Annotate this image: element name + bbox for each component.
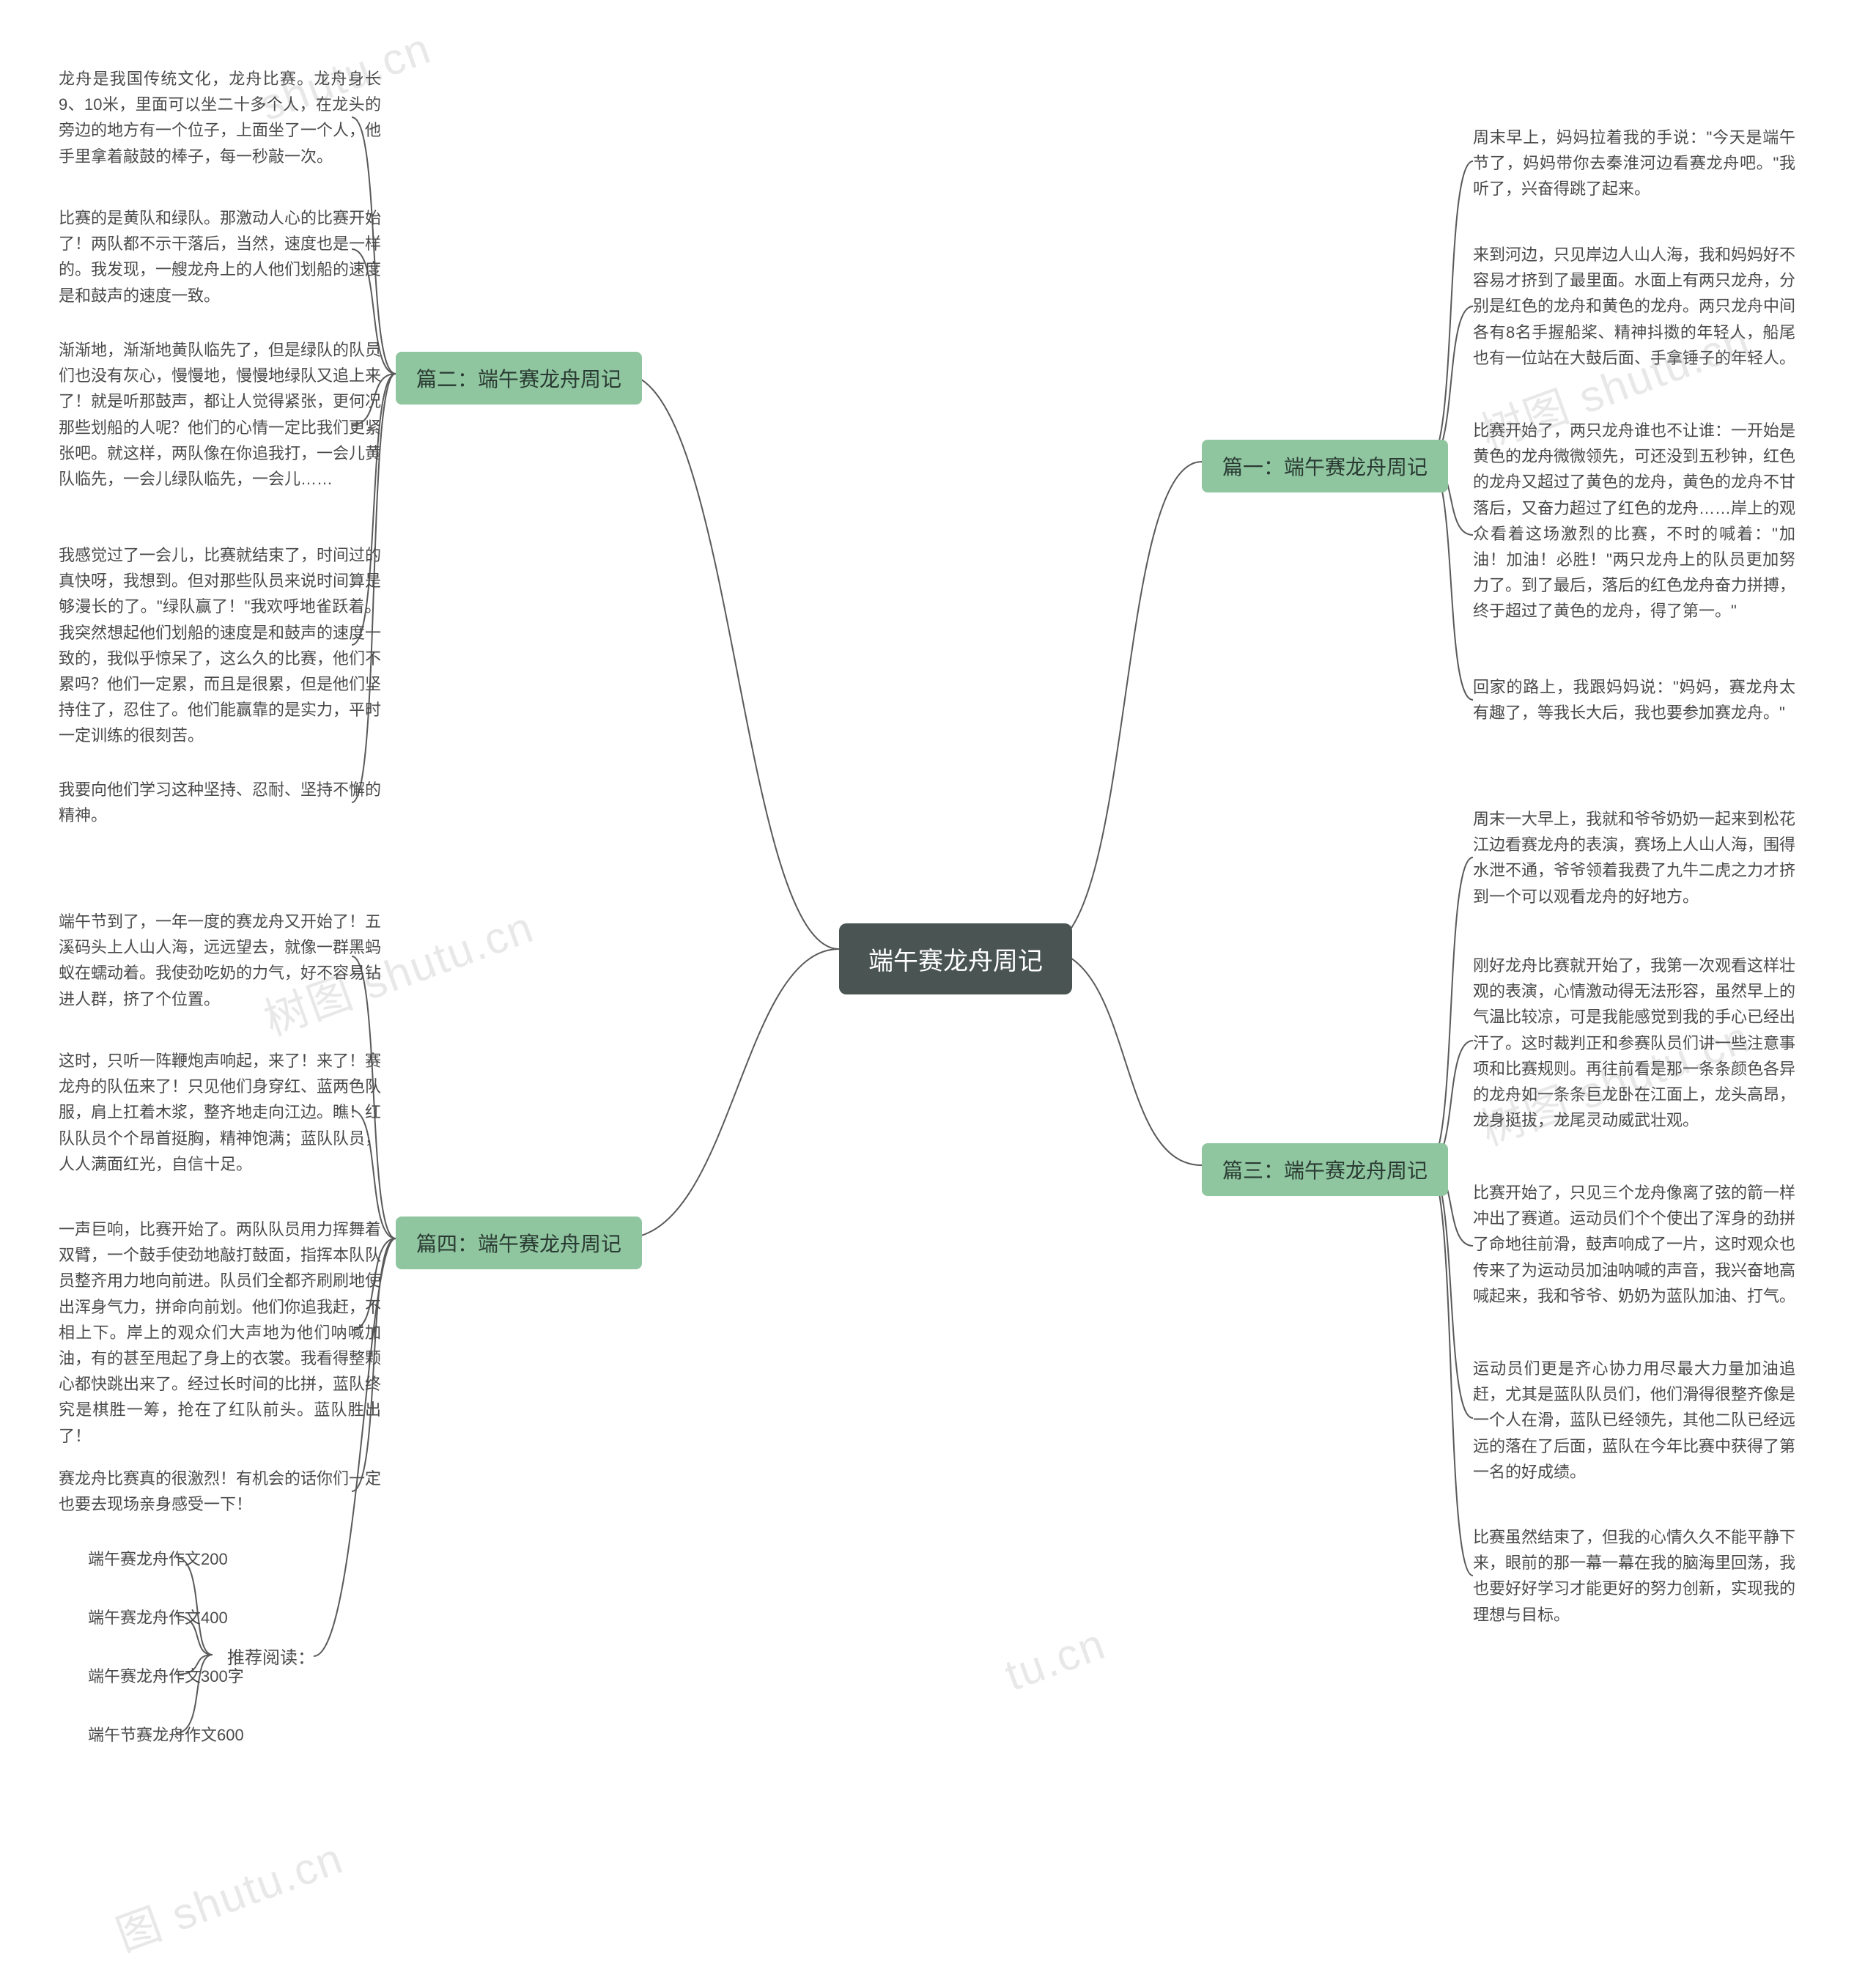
leaf-b5-1[interactable]: 端午赛龙舟作文200 [88, 1546, 228, 1570]
branch-4[interactable]: 篇四：端午赛龙舟周记 [396, 1217, 642, 1269]
leaf-b4-4: 赛龙舟比赛真的很激烈！有机会的话你们一定也要去现场亲身感受一下！ [59, 1466, 381, 1517]
leaf-b4-2: 这时，只听一阵鞭炮声响起，来了！来了！赛龙舟的队伍来了！只见他们身穿红、蓝两色队… [59, 1048, 381, 1177]
leaf-b3-3: 比赛开始了，只见三个龙舟像离了弦的箭一样冲出了赛道。运动员们个个使出了浑身的劲拼… [1473, 1180, 1795, 1309]
branch-1[interactable]: 篇一：端午赛龙舟周记 [1202, 440, 1448, 492]
leaf-b5-4[interactable]: 端午节赛龙舟作文600 [88, 1722, 244, 1746]
leaf-b1-1: 周末早上，妈妈拉着我的手说："今天是端午节了，妈妈带你去秦淮河边看赛龙舟吧。"我… [1473, 125, 1795, 202]
leaf-b3-4: 运动员们更是齐心协力用尽最大力量加油追赶，尤其是蓝队队员们，他们滑得很整齐像是一… [1473, 1356, 1795, 1485]
leaf-b4-1: 端午节到了，一年一度的赛龙舟又开始了！五溪码头上人山人海，远远望去，就像一群黑蚂… [59, 909, 381, 1012]
branch-label: 篇三：端午赛龙舟周记 [1222, 1159, 1428, 1182]
leaf-b2-4: 我感觉过了一会儿，比赛就结束了，时间过的真快呀，我想到。但对那些队员来说时间算是… [59, 542, 381, 749]
leaf-b2-2: 比赛的是黄队和绿队。那激动人心的比赛开始了！两队都不示干落后，当然，速度也是一样… [59, 205, 381, 309]
leaf-b2-5: 我要向他们学习这种坚持、忍耐、坚持不懈的精神。 [59, 777, 381, 828]
branch-2[interactable]: 篇二：端午赛龙舟周记 [396, 352, 642, 405]
leaf-b2-3: 渐渐地，渐渐地黄队临先了，但是绿队的队员们也没有灰心，慢慢地，慢慢地绿队又追上来… [59, 337, 381, 492]
leaf-b1-2: 来到河边，只见岸边人山人海，我和妈妈好不容易才挤到了最里面。水面上有两只龙舟，分… [1473, 242, 1795, 371]
watermark: 图 shutu.cn [106, 1823, 351, 1963]
branch-label: 篇四：端午赛龙舟周记 [416, 1233, 621, 1255]
leaf-b1-4: 回家的路上，我跟妈妈说："妈妈，赛龙舟太有趣了，等我长大后，我也要参加赛龙舟。" [1473, 674, 1795, 726]
branch-label: 篇一：端午赛龙舟周记 [1222, 456, 1428, 479]
leaf-b4-3: 一声巨响，比赛开始了。两队队员用力挥舞着双臂，一个鼓手使劲地敲打鼓面，指挥本队队… [59, 1217, 381, 1449]
center-label: 端午赛龙舟周记 [868, 948, 1043, 975]
leaf-b3-1: 周末一大早上，我就和爷爷奶奶一起来到松花江边看赛龙舟的表演，赛场上人山人海，围得… [1473, 806, 1795, 909]
leaf-b5-2[interactable]: 端午赛龙舟作文400 [88, 1605, 228, 1628]
branch-label: 篇二：端午赛龙舟周记 [416, 368, 621, 391]
branch-3[interactable]: 篇三：端午赛龙舟周记 [1202, 1143, 1448, 1196]
leaf-b3-2: 刚好龙舟比赛就开始了，我第一次观看这样壮观的表演，心情激动得无法形容，虽然早上的… [1473, 953, 1795, 1133]
leaf-b5-3[interactable]: 端午赛龙舟作文300字 [88, 1664, 244, 1687]
leaf-b1-3: 比赛开始了，两只龙舟谁也不让谁：一开始是黄色的龙舟微微领先，可还没到五秒钟，红色… [1473, 418, 1795, 624]
leaf-b2-1: 龙舟是我国传统文化，龙舟比赛。龙舟身长9、10米，里面可以坐二十多个人，在龙头的… [59, 66, 381, 169]
watermark: tu.cn [998, 1618, 1112, 1701]
center-node: 端午赛龙舟周记 [839, 923, 1072, 994]
leaf-b3-5: 比赛虽然结束了，但我的心情久久不能平静下来，眼前的那一幕一幕在我的脑海里回荡，我… [1473, 1524, 1795, 1628]
